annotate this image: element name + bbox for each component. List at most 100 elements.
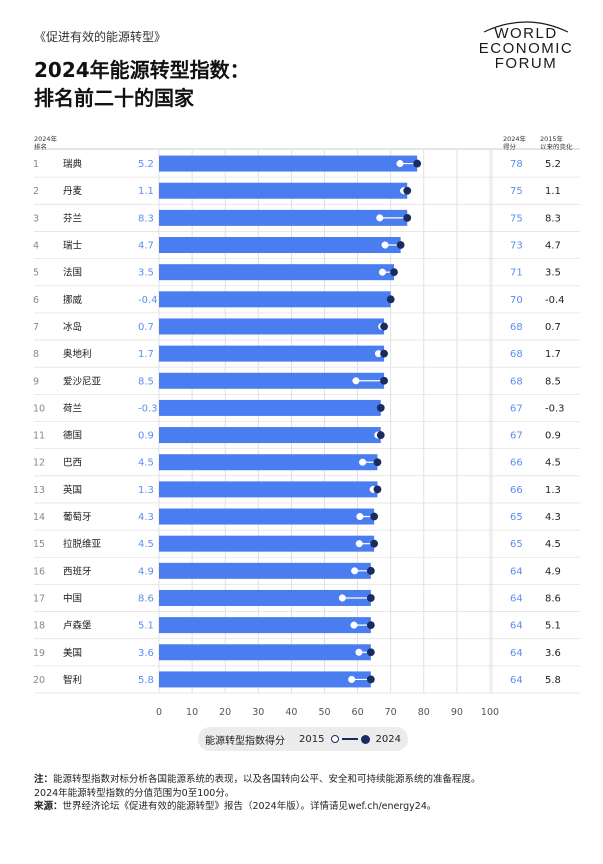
change-value: 8.6	[545, 593, 561, 604]
rank-label: 14	[33, 512, 45, 523]
change-label: 1.1	[138, 186, 154, 197]
marker-2015	[381, 241, 389, 249]
country-label: 拉脱维亚	[63, 538, 102, 550]
change-label: 3.5	[138, 268, 154, 279]
change-label: 4.7	[138, 241, 154, 252]
score-bar	[159, 617, 371, 634]
change-value: 4.5	[545, 539, 561, 550]
change-value: 5.8	[545, 675, 561, 686]
change-label: 4.5	[138, 458, 154, 469]
marker-2015	[355, 648, 363, 656]
score-value: 68	[510, 349, 523, 360]
logo-line-3: FORUM	[494, 55, 558, 72]
score-bar	[159, 589, 371, 606]
country-label: 巴西	[63, 458, 82, 469]
score-value: 64	[510, 566, 523, 577]
marker-2024	[373, 485, 382, 494]
legend-title: 能源转型指数得分	[205, 735, 286, 747]
change-value: 4.7	[545, 241, 561, 252]
score-bar	[159, 671, 371, 688]
marker-2024	[403, 186, 412, 195]
change-label: 0.7	[138, 322, 154, 333]
change-label: 3.6	[138, 648, 154, 659]
change-header-line-2: 以来的变化	[540, 143, 573, 151]
score-bar	[159, 291, 391, 308]
marker-2024	[370, 539, 379, 548]
marker-2015	[359, 458, 367, 466]
score-value: 78	[510, 159, 523, 170]
page-title: 2024年能源转型指数： 排名前二十的国家	[34, 56, 250, 112]
marker-2024	[366, 675, 375, 684]
rank-label: 16	[33, 566, 45, 577]
rank-label: 9	[33, 376, 39, 387]
filled-circle-icon	[360, 734, 370, 744]
score-value: 64	[510, 593, 523, 604]
change-label: -0.4	[138, 295, 158, 306]
note-label: 注：	[34, 774, 54, 785]
change-value: 0.7	[545, 322, 561, 333]
score-bar	[159, 264, 395, 281]
change-label: 0.9	[138, 431, 154, 442]
change-label: -0.3	[138, 403, 158, 414]
legend-label-2015: 2015	[299, 733, 325, 745]
x-tick-label: 100	[481, 707, 499, 718]
change-header: 2015年 以来的变化	[540, 135, 573, 151]
marker-2015	[348, 675, 356, 683]
change-label: 1.3	[138, 485, 154, 496]
country-label: 葡萄牙	[63, 511, 92, 523]
score-value: 66	[510, 485, 523, 496]
x-tick-label: 10	[186, 707, 198, 718]
score-bar	[159, 372, 385, 389]
score-bar	[159, 209, 408, 226]
country-label: 荷兰	[63, 402, 82, 414]
marker-2015	[396, 160, 404, 168]
rank-label: 4	[33, 241, 39, 252]
marker-2015	[376, 214, 384, 222]
rank-label: 20	[33, 675, 45, 686]
score-bar	[159, 155, 418, 172]
country-label: 冰岛	[63, 321, 82, 333]
marker-2024	[380, 349, 388, 358]
rank-label: 19	[33, 648, 45, 659]
change-header-line-1: 2015年	[540, 135, 564, 143]
connector-line-icon	[341, 738, 358, 740]
change-value: 3.6	[545, 648, 561, 659]
change-label: 5.8	[138, 675, 154, 686]
rank-label: 13	[33, 485, 45, 496]
country-label: 德国	[63, 430, 82, 442]
score-bar	[159, 481, 378, 498]
score-value: 67	[510, 403, 523, 414]
score-value: 73	[510, 241, 523, 252]
change-value: 4.5	[545, 458, 561, 469]
note-line-2: 2024年能源转型指数的分值范围为0至100分。	[34, 787, 235, 799]
title-line-2: 排名前二十的国家	[34, 86, 194, 110]
score-bar	[159, 508, 375, 525]
marker-2015	[338, 594, 346, 602]
marker-2024	[366, 648, 375, 657]
marker-2024	[386, 295, 395, 304]
change-value: -0.4	[545, 295, 565, 306]
rank-label: 17	[33, 593, 45, 604]
note-line-1: 注：能源转型指数对标分析各国能源系统的表现，以及各国转向公平、安全和可持续能源系…	[34, 773, 579, 787]
x-tick-label: 30	[252, 707, 264, 718]
marker-2024	[380, 322, 388, 331]
change-value: 0.9	[545, 431, 561, 442]
score-value: 65	[510, 539, 523, 550]
score-bar	[159, 562, 371, 579]
marker-2015	[378, 268, 386, 276]
score-value: 66	[510, 458, 523, 469]
country-label: 丹麦	[63, 185, 83, 197]
score-value: 68	[510, 376, 523, 387]
logo-line-1: WORLD	[494, 25, 558, 42]
legend-label-2024: 2024	[375, 733, 401, 745]
change-value: 5.1	[545, 621, 561, 632]
rank-label: 6	[33, 295, 39, 306]
marker-2024	[403, 213, 412, 222]
x-tick-label: 60	[352, 707, 364, 718]
score-value: 70	[510, 295, 523, 306]
marker-2015	[356, 512, 364, 521]
change-label: 5.2	[138, 159, 154, 170]
rank-label: 2	[33, 186, 39, 197]
change-value: 8.5	[545, 376, 561, 387]
rank-label: 11	[33, 431, 45, 442]
